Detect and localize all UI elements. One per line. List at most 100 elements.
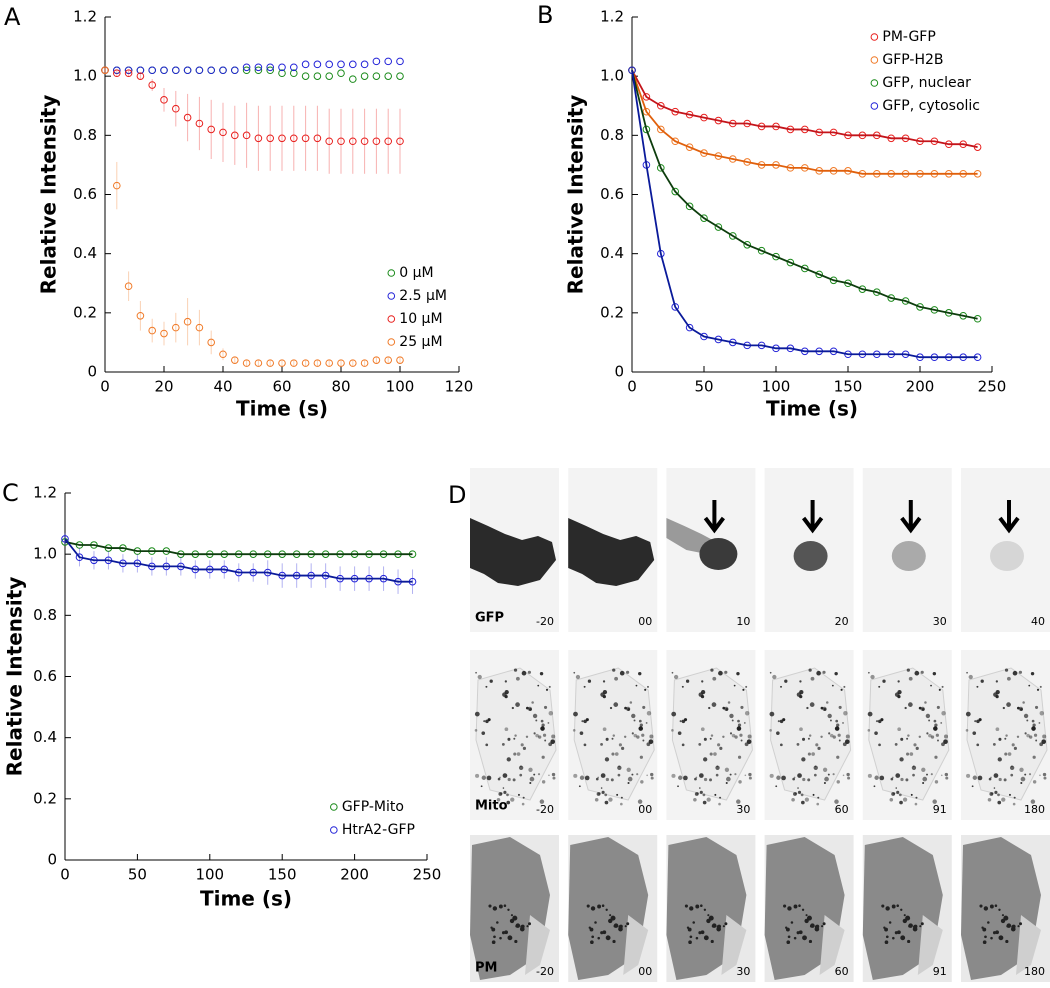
- mitochondrion: [545, 688, 549, 691]
- mitochondrion: [972, 731, 977, 735]
- x-tick-label: 20: [154, 378, 173, 396]
- mitochondrion: [731, 733, 736, 738]
- data-point: [325, 60, 334, 69]
- y-tick-label: 0.2: [33, 789, 57, 807]
- spot: [998, 935, 1004, 941]
- mitochondrion: [725, 707, 729, 711]
- spot: [499, 936, 502, 940]
- spot: [605, 908, 608, 911]
- mitochondrion: [902, 797, 908, 802]
- mitochondrion: [583, 743, 587, 747]
- mitochondrion: [699, 773, 704, 778]
- spot: [894, 931, 898, 935]
- mitochondrion: [894, 692, 900, 697]
- mitochondrion: [995, 680, 998, 683]
- data-point: [231, 66, 239, 75]
- mitochondrion: [573, 671, 576, 674]
- data-point: [372, 137, 381, 146]
- mitochondrion: [540, 726, 545, 731]
- x-tick-label: 50: [694, 378, 713, 396]
- mitochondrion: [1039, 774, 1041, 777]
- mitochondrion: [535, 719, 538, 722]
- x-tick-label: 200: [340, 866, 369, 884]
- mitochondrion: [822, 767, 828, 772]
- spot: [692, 921, 695, 924]
- mitochondrion: [993, 773, 999, 778]
- mitochondrion: [842, 774, 845, 777]
- fit-line: [64, 538, 413, 583]
- mitochondrion: [874, 731, 878, 735]
- x-tick-label: 250: [978, 378, 1007, 396]
- data-point: [278, 359, 286, 367]
- spot: [1010, 926, 1016, 932]
- legend-marker: [387, 315, 396, 323]
- legend-label: 0 µM: [399, 265, 433, 281]
- data-point: [231, 131, 239, 140]
- fit-line: [631, 70, 978, 320]
- mitochondrion: [724, 767, 730, 772]
- mitochondrion: [677, 731, 682, 735]
- spot: [703, 935, 709, 941]
- mitochondrion: [696, 792, 699, 795]
- mitochondrion: [769, 711, 775, 717]
- mitochondrion: [808, 668, 812, 672]
- mitochondrion: [844, 739, 850, 745]
- mitochondrion: [515, 702, 520, 707]
- data-point: [124, 66, 133, 75]
- mitochondrion: [747, 734, 752, 739]
- mitochondrion: [807, 752, 811, 756]
- mitochondrion: [816, 670, 821, 676]
- legend-marker: [330, 826, 338, 834]
- spot: [590, 940, 594, 945]
- data-point: [124, 69, 133, 78]
- mitochondrion: [1022, 701, 1025, 704]
- spot: [891, 904, 896, 909]
- mitochondrion: [608, 797, 613, 802]
- mitochondrion: [796, 692, 802, 697]
- spot: [507, 935, 513, 941]
- mitochondrion: [573, 773, 578, 778]
- mitochondrion: [800, 793, 804, 797]
- mitochondrion: [714, 793, 717, 796]
- mitochondrion: [529, 781, 532, 785]
- mitochondrion: [908, 702, 913, 707]
- mitochondrion: [584, 775, 590, 781]
- spot: [994, 904, 998, 907]
- mitochondrion: [537, 735, 542, 739]
- mitochondrion: [521, 802, 525, 806]
- mitochondrion: [807, 778, 811, 782]
- mitochondrion: [631, 713, 636, 719]
- spot: [590, 906, 596, 911]
- mitochondrion: [539, 671, 544, 676]
- mitochondrion: [1031, 726, 1036, 731]
- spot: [892, 936, 895, 940]
- mitochondrion: [602, 680, 606, 683]
- mitochondrion: [517, 793, 520, 796]
- data-point: [372, 72, 381, 80]
- mitochondrion: [930, 735, 935, 739]
- mitochondrion: [518, 765, 524, 770]
- spot: [695, 936, 699, 940]
- mitochondrion: [775, 785, 778, 788]
- mitochondrion: [1004, 752, 1008, 756]
- data-point: [148, 326, 156, 335]
- mitochondrion: [868, 671, 870, 674]
- spot: [591, 935, 595, 939]
- mitochondrion: [807, 737, 810, 740]
- mitochondrion: [910, 793, 913, 796]
- mitochondrion: [722, 735, 725, 738]
- spot: [885, 935, 889, 939]
- y-tick-label: 0.6: [73, 185, 97, 203]
- mitochondrion: [506, 757, 511, 762]
- mitochondrion: [671, 711, 677, 717]
- mitochondrion: [796, 742, 800, 746]
- mitochondrion: [779, 743, 783, 747]
- mitochondrion: [605, 777, 609, 782]
- mitochondrion: [1002, 706, 1005, 710]
- mitochondrion: [992, 742, 996, 746]
- mitochondrion: [537, 773, 541, 776]
- x-tick-label: 150: [268, 866, 297, 884]
- mitochondrion: [683, 718, 688, 722]
- mitochondrion: [708, 706, 711, 710]
- mitochondrion: [940, 722, 943, 724]
